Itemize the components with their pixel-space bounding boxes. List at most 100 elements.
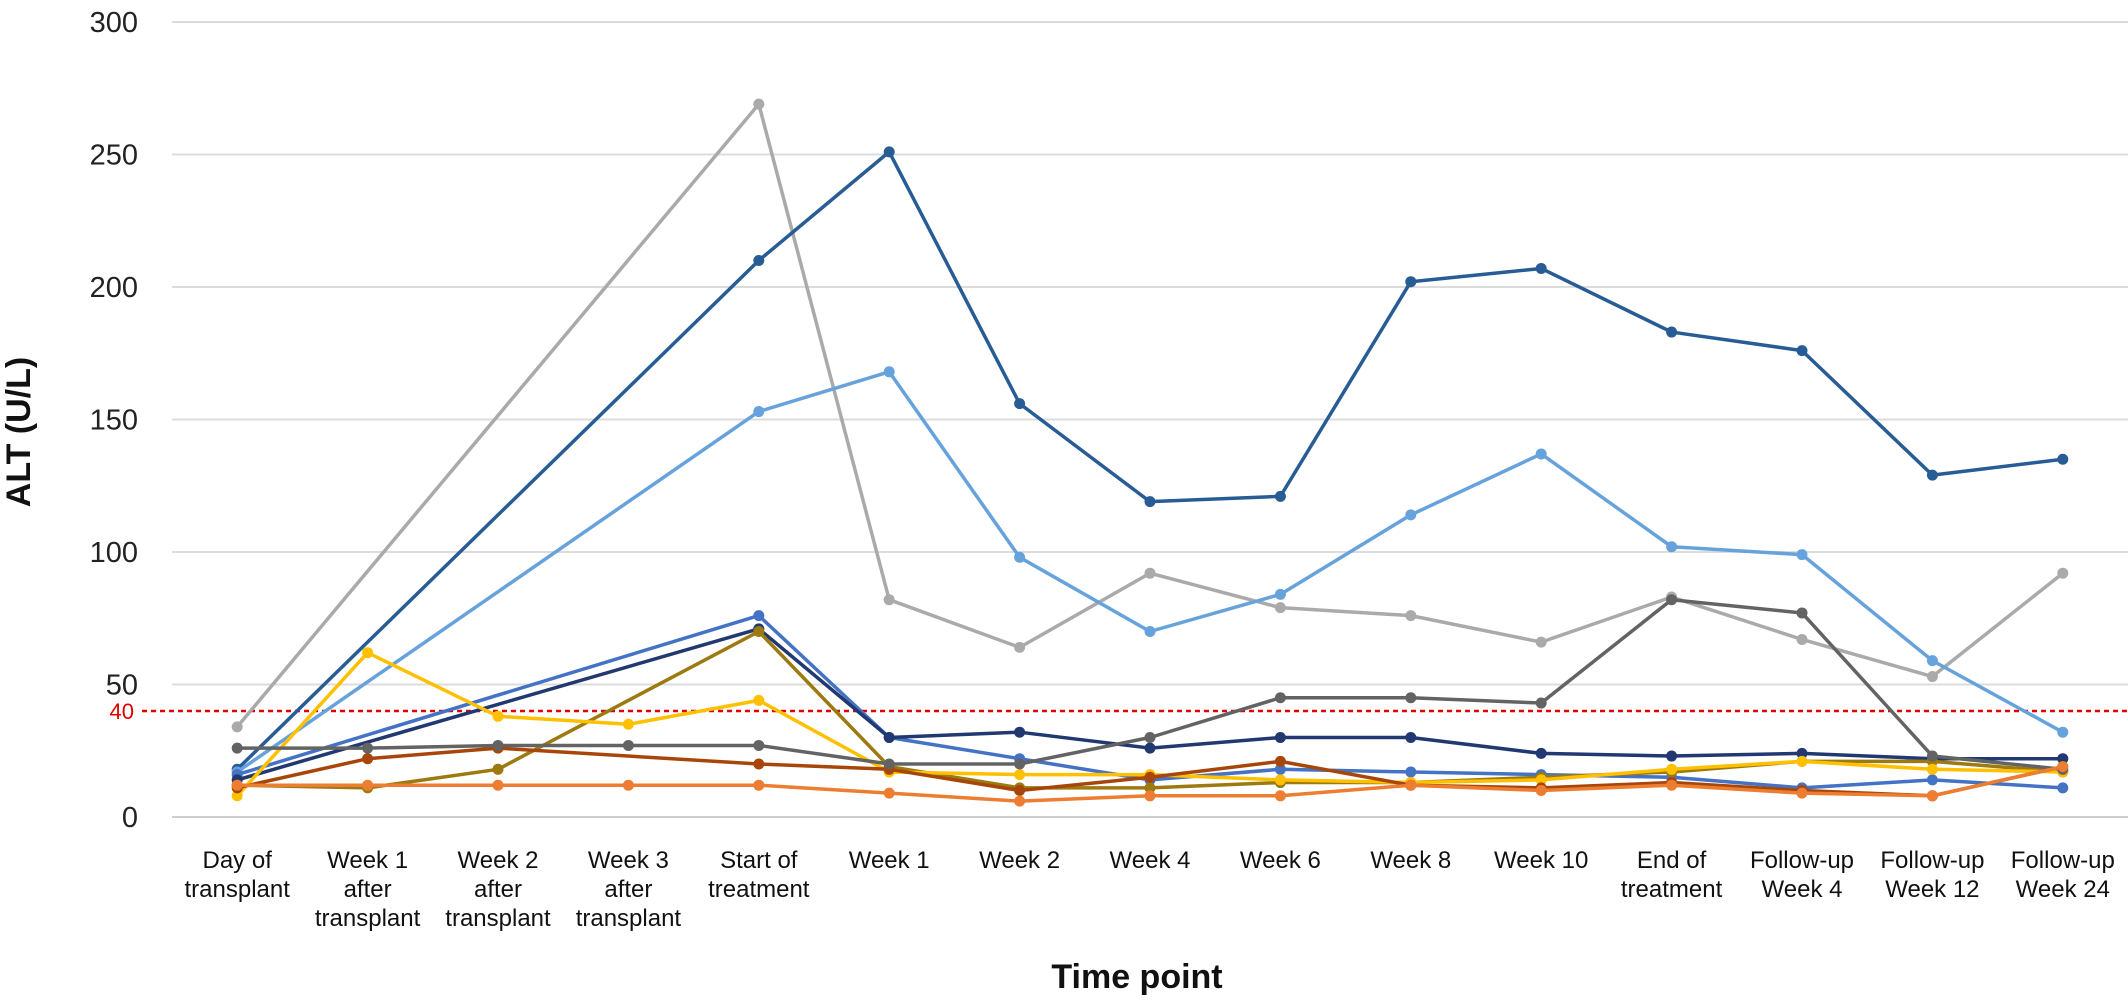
data-point: [1796, 633, 1808, 645]
series-line: [236, 627, 2063, 782]
data-point: [753, 98, 765, 110]
data-point: [1144, 790, 1156, 802]
data-point: [1014, 641, 1026, 653]
data-point: [2057, 761, 2069, 773]
y-axis-title: ALT (U/L): [0, 357, 38, 507]
x-tick-label: Follow-up Week 4: [1750, 847, 1854, 903]
x-axis-title: Time point: [1051, 958, 1222, 996]
data-point: [1796, 549, 1808, 561]
data-point: [1535, 448, 1547, 460]
data-point: [1535, 785, 1547, 796]
data-point: [231, 779, 243, 791]
data-point: [1666, 326, 1678, 338]
data-point: [883, 146, 895, 158]
data-point: [1666, 541, 1678, 553]
data-point: [753, 758, 765, 770]
x-tick-label: Follow-up Week 12: [1880, 847, 1984, 903]
data-point: [1274, 790, 1286, 802]
data-point: [1144, 732, 1156, 743]
data-point: [2057, 726, 2069, 738]
data-point: [1535, 262, 1547, 274]
data-point: [492, 779, 504, 791]
series-lines: [231, 98, 2069, 807]
data-point: [1014, 795, 1026, 807]
data-point: [753, 694, 765, 706]
data-point: [1535, 774, 1547, 786]
x-tick-label: Week 6: [1240, 847, 1321, 874]
data-point: [2057, 782, 2069, 794]
data-point: [1926, 763, 1938, 775]
data-point: [1926, 469, 1938, 481]
data-point: [1014, 398, 1026, 410]
data-point: [753, 739, 765, 751]
series-9: [231, 594, 2069, 775]
y-tick-label: 200: [90, 272, 138, 304]
data-point: [1274, 763, 1286, 775]
data-point: [1274, 490, 1286, 502]
series-6: [231, 626, 2069, 794]
data-point: [1926, 774, 1938, 786]
data-point: [1666, 763, 1678, 775]
series-1: [231, 98, 2069, 733]
data-point: [753, 406, 765, 418]
data-point: [1535, 747, 1547, 759]
x-tick-label: Week 1: [849, 847, 930, 874]
data-point: [883, 732, 895, 743]
gridlines: [172, 21, 2128, 818]
data-point: [753, 779, 765, 791]
x-tick-label: Week 2 after transplant: [445, 847, 551, 932]
y-tick-label: 100: [90, 537, 138, 569]
y-tick-label: 300: [90, 7, 138, 39]
data-point: [2057, 567, 2069, 579]
data-point: [1014, 785, 1026, 796]
data-point: [1796, 747, 1808, 759]
x-tick-label: Week 10: [1494, 847, 1588, 874]
data-point: [1014, 726, 1026, 738]
data-point: [883, 366, 895, 378]
data-point: [231, 790, 243, 802]
series-line: [236, 746, 2064, 798]
x-tick-label: Follow-up Week 24: [2011, 847, 2115, 903]
data-point: [1274, 602, 1286, 614]
data-point: [1144, 567, 1156, 579]
data-point: [883, 758, 895, 770]
x-tick-label: Week 8: [1370, 847, 1451, 874]
x-tick-label: Week 3 after transplant: [576, 847, 682, 932]
data-point: [1274, 732, 1286, 743]
data-point: [1144, 626, 1156, 637]
data-point: [622, 739, 634, 751]
data-point: [362, 742, 374, 754]
data-point: [1926, 750, 1938, 762]
data-point: [1405, 276, 1417, 288]
data-point: [1144, 496, 1156, 508]
data-point: [1274, 588, 1286, 600]
data-point: [492, 710, 504, 722]
series-line: [237, 629, 2063, 790]
series-3: [231, 366, 2069, 778]
data-point: [1405, 732, 1417, 743]
series-line: [236, 370, 2064, 774]
data-point: [1796, 787, 1808, 799]
x-axis-ticks: Day of transplant Week 1 after transplant Wee…: [184, 847, 2114, 932]
data-point: [1405, 610, 1417, 622]
y-tick-label: 0: [122, 802, 138, 834]
data-point: [1405, 692, 1417, 704]
x-tick-label: Start of treatment: [708, 847, 810, 903]
data-point: [883, 594, 895, 606]
data-point: [883, 787, 895, 799]
data-point: [1014, 758, 1026, 770]
data-point: [2057, 453, 2069, 465]
series-line: [235, 102, 2064, 729]
y-tick-label: 150: [90, 405, 138, 437]
data-point: [1796, 607, 1808, 619]
series-10: [231, 761, 2069, 807]
data-point: [231, 721, 243, 733]
data-point: [1274, 692, 1286, 704]
series-line: [235, 150, 2064, 771]
data-point: [231, 742, 243, 754]
data-point: [1014, 769, 1026, 781]
data-point: [1926, 790, 1938, 802]
data-point: [753, 626, 765, 637]
data-point: [1666, 750, 1678, 762]
